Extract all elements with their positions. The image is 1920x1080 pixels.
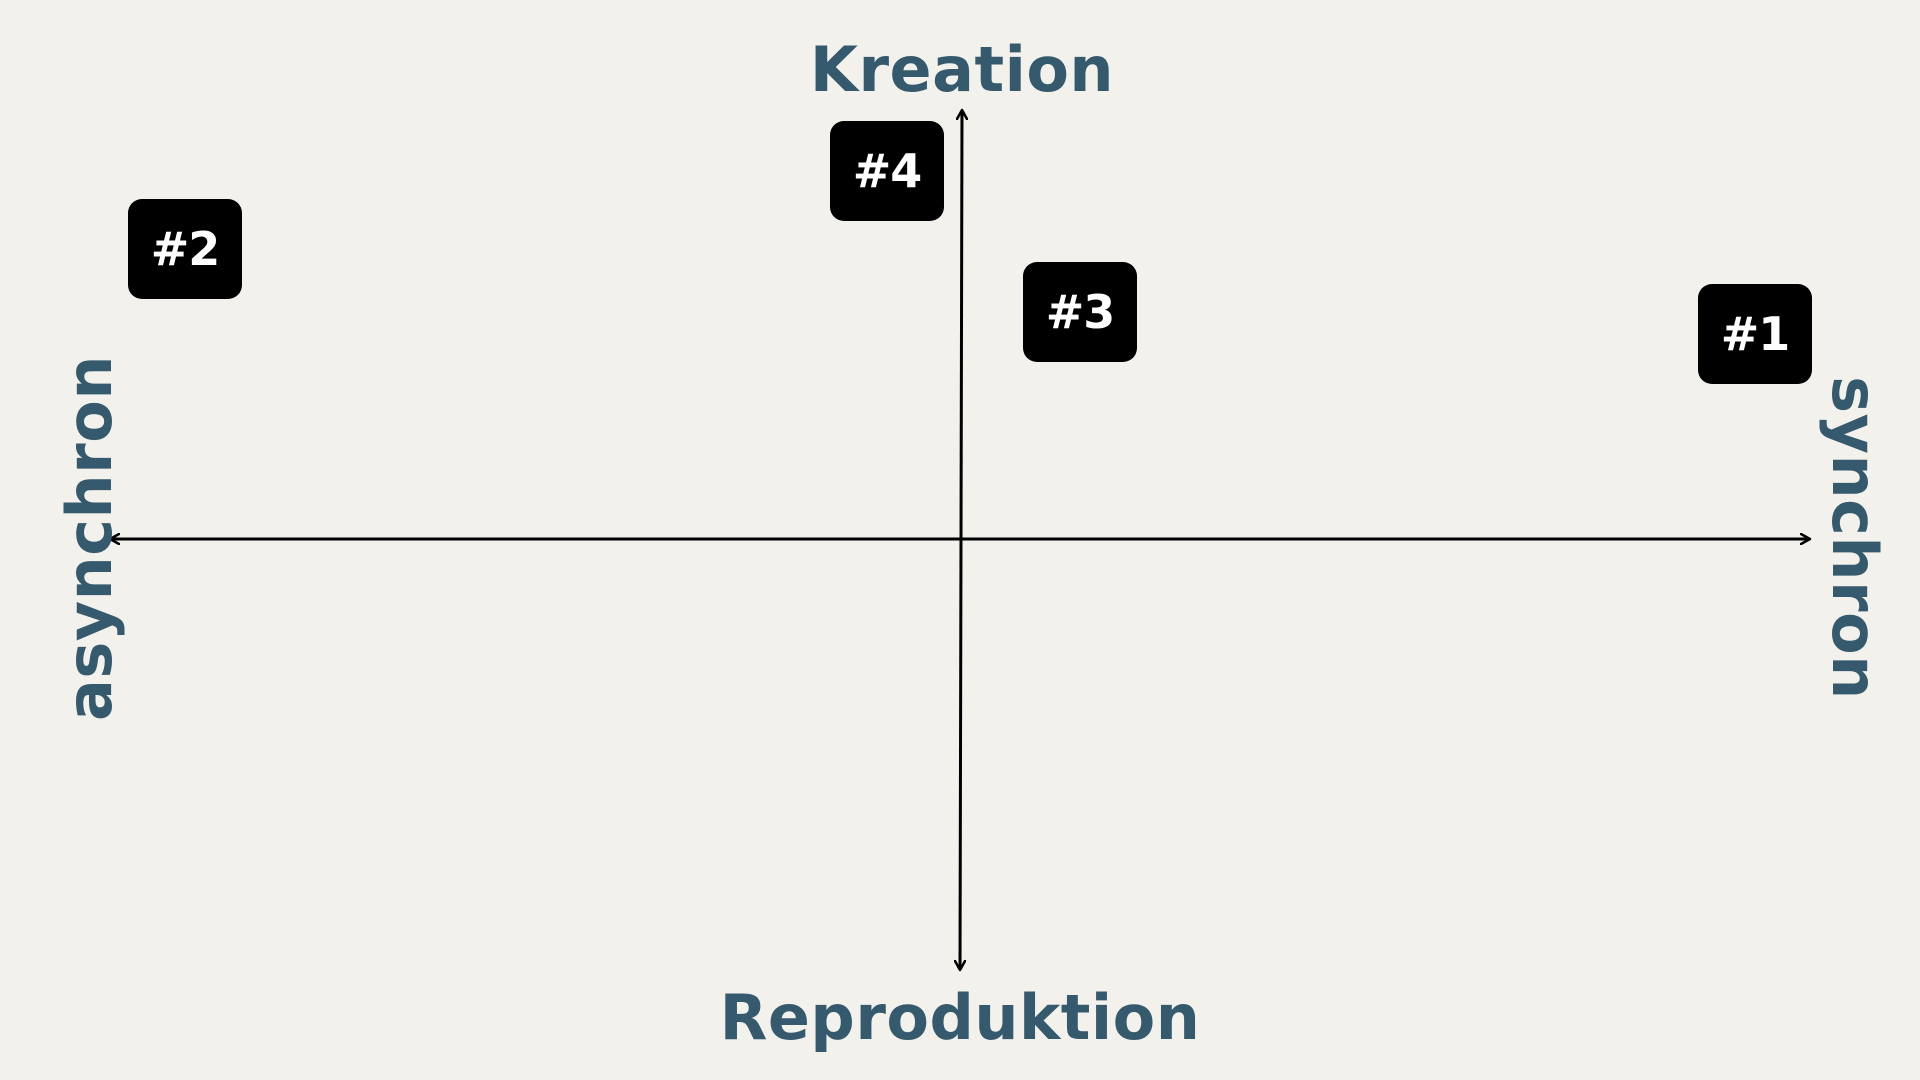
axis-label-bottom: Reproduktion	[719, 981, 1201, 1054]
axis-label-right: synchron	[1818, 376, 1891, 700]
axis-label-left: asynchron	[53, 355, 126, 721]
axis-label-top: Kreation	[809, 33, 1115, 106]
marker-4: #4	[830, 121, 944, 221]
marker-1: #1	[1698, 284, 1812, 384]
marker-2: #2	[128, 199, 242, 299]
vertical-axis-arrow	[960, 110, 962, 970]
marker-3: #3	[1023, 262, 1137, 362]
